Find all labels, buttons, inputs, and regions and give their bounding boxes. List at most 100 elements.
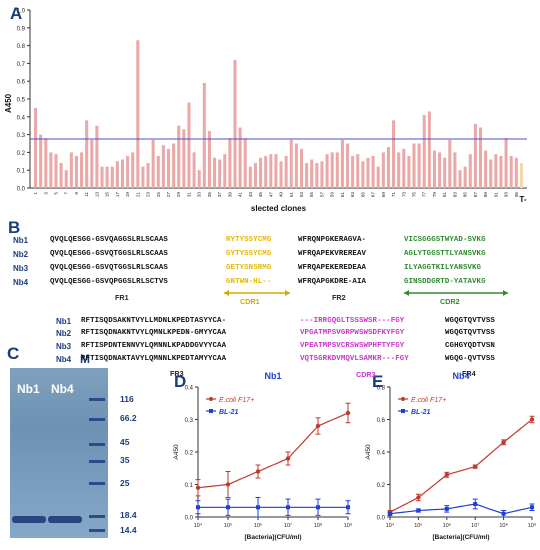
a-bar [64,170,68,188]
e-point [473,502,478,506]
marker-band-45 [89,443,105,446]
a-bar [494,154,498,188]
sds-page-gel: Nb1 Nb4 [10,368,108,538]
d-title: Nb1 [264,371,281,381]
a-xtick-label: 27 [166,192,171,198]
a-ytick-label: 0.7 [17,62,26,68]
a-bar [238,127,242,188]
e-point [388,511,392,516]
a-bar [264,155,268,188]
a-xtick-label: 7 [64,192,69,195]
a-bar [120,159,125,188]
seq-cdr3: VQTSGRKDVMQVLSAMKR---FGY [300,355,409,363]
seq-cdr2: AGLYTGGSTTLYANSVKG [404,250,486,258]
a-bar [478,127,483,188]
mw-66: 66.2 [120,413,137,423]
a-bar [320,161,324,188]
d-point [225,482,231,487]
a-bar [269,154,273,188]
a-xtick-label: 19 [125,192,130,198]
a-bar [489,159,493,188]
a-ytick-label: 0.1 [17,169,26,175]
e-xtick-label: 10⁷ [471,522,479,529]
a-bar [151,139,155,188]
a-xtick-label: 87 [473,192,478,198]
a-bar [115,161,119,188]
e-series-line [389,419,533,513]
a-bar [371,155,375,188]
marker-band-35 [89,460,105,463]
gel-band-nb4 [48,516,82,523]
d-point [195,485,201,490]
a-bar [325,154,329,188]
a-xtick-label: 57 [319,192,324,198]
seq-fr3: RFTISQDSAKNTVYLLMDNLKPEDTASYYCA- [81,317,227,325]
d-xtick-label: 10⁸ [314,522,322,529]
e-legend-marker [401,409,405,413]
d-xtick-label: 10⁷ [284,522,292,529]
lane-label-marker: M [80,352,90,366]
cdr2-arrow-head-left [404,290,409,296]
a-bar [248,166,252,188]
a-xtick-label: 35 [207,192,212,198]
mw-18: 18.4 [120,510,137,520]
a-bar [504,138,508,188]
a-xtick-label: 13 [94,192,99,198]
mw-45: 45 [120,437,130,447]
lane-label-nb1: Nb1 [17,382,40,396]
a-bar [172,143,176,188]
e-point [530,505,534,510]
seq-name-top: Nb2 [13,250,29,259]
a-bar [74,155,78,188]
a-bar [202,82,206,188]
seq-cdr3: VPEATMPSVCRSWSWPHFTYFGY [300,342,405,350]
seq-cdr1: GNTWN-HL-- [226,278,272,286]
a-xtick-label: 71 [391,192,396,198]
a-bar [197,170,201,188]
a-bar [514,157,518,188]
d-point [316,505,320,510]
a-bar [361,161,365,188]
a-xtick-label: 29 [176,192,181,198]
a-bar [345,143,350,188]
d-legend-marker [209,397,213,401]
d-ytick-label: 0.2 [185,451,194,457]
d-point [285,456,291,461]
seq-name-bottom: Nb4 [56,355,72,364]
a-bar [182,129,186,188]
a-ytick-label: 0.9 [17,26,26,32]
seq-fr1: QVQLQESGG-GSVQPGGSLRLSCTVS [50,278,168,286]
seq-cdr1: RYTYSSYCMG [226,236,272,244]
a-bar [44,138,48,188]
mw-116: 116 [120,394,134,404]
a-bar [386,147,390,188]
d-xlabel: [Bacteria](CFU/ml) [244,534,301,541]
a-bar [141,166,145,188]
a-xtick-label: 61 [340,192,345,198]
panel-e-line-chart: Nb4 0.0 0.2 0.4 0.6 0.8 10⁴ 10⁵ 10⁶ 10⁷ 10⁸ 10⁹ A450… [365,371,536,541]
e-point [473,464,478,469]
panel-b-letter: B [8,218,21,237]
a-bar [233,59,237,189]
marker-band-66 [89,418,105,421]
a-bar [376,166,380,188]
a-bar [392,120,396,188]
a-xtick-label: 85 [463,192,468,198]
a-bar [146,163,150,188]
a-bar [228,138,232,188]
d-ytick-label: 0.3 [185,418,194,424]
a-xtick-label: 31 [186,192,191,198]
panel-d-line-chart: Nb1 0.0 0.1 0.2 0.3 0.4 10⁴ 10⁵ 10⁶ 10⁷ 10⁸ 10⁹ A450… [173,371,352,541]
d-series-line [197,412,349,489]
a-bar [39,134,43,188]
seq-cdr1: GYTYSSYCMG [226,250,272,258]
a-xtick-label: 17 [115,192,120,198]
d-ytick-label: 0.4 [185,386,194,392]
a-bar [381,152,385,188]
a-bar [432,150,437,188]
seq-fr2: WFRQAPGKDRE-AIA [298,278,367,286]
e-point [416,508,421,513]
d-ytick-label: 0.1 [185,483,194,489]
seq-fr2: WFRQAPEKEREDEAA [298,264,367,272]
e-xtick-label: 10⁴ [386,522,395,529]
